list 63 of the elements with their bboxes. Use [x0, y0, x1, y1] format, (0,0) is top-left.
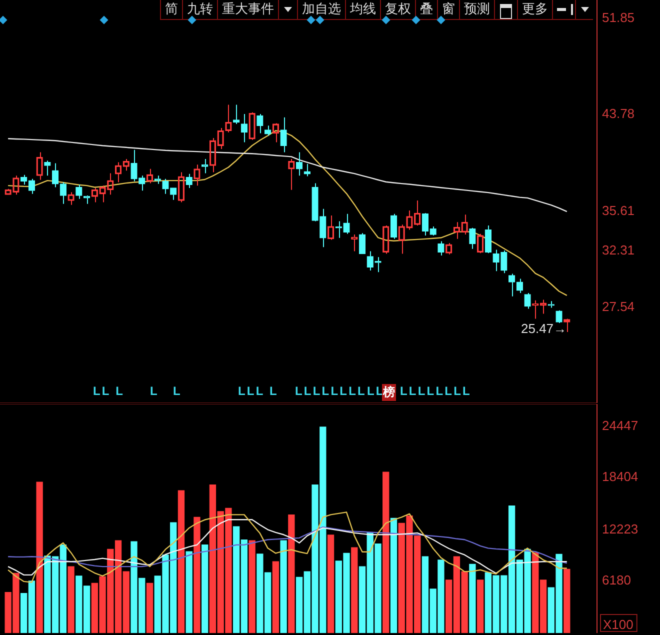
bar — [288, 514, 295, 633]
annotation: 预测 — [459, 0, 494, 19]
candlestick — [130, 149, 138, 182]
annotation: LLLLLLLL — [400, 384, 472, 398]
bar — [68, 566, 74, 633]
candlestick — [390, 213, 398, 240]
bar — [186, 551, 192, 633]
bar — [476, 580, 484, 633]
bar — [327, 534, 334, 633]
annotation: LLLLLLLL — [295, 384, 366, 398]
annotation: LL L — [93, 384, 125, 398]
annotation: 九转 — [182, 0, 217, 19]
candlestick — [320, 208, 326, 248]
candlestick — [170, 188, 177, 200]
candlestick — [264, 125, 272, 136]
bar — [36, 482, 43, 633]
y-tick-label: 35.61 — [602, 203, 635, 218]
candlestick — [500, 250, 508, 274]
candlestick — [524, 292, 531, 310]
bar — [351, 547, 358, 633]
annotation: 25.47→ — [521, 321, 567, 336]
annotation: 窗 — [437, 0, 459, 19]
annotation: LLL L — [238, 384, 278, 398]
candlestick — [484, 225, 492, 254]
annotation: 叠 — [415, 0, 437, 19]
bar — [194, 516, 200, 633]
annotation: L — [173, 384, 182, 398]
candlestick — [60, 182, 67, 204]
annotation: 复权 — [380, 0, 415, 19]
candlestick — [366, 250, 374, 271]
candlestick — [138, 175, 146, 192]
bar — [146, 582, 154, 633]
annotation: 均线 — [345, 0, 380, 19]
annotation: 榜 — [382, 384, 396, 401]
bar — [382, 472, 390, 633]
y-axis-title: X100 — [603, 617, 634, 632]
bar — [469, 564, 476, 633]
annotation: 加自选 — [297, 0, 345, 19]
y-tick-label: 27.54 — [602, 299, 635, 314]
bar — [248, 540, 256, 633]
y-tick-label: 12223 — [602, 521, 638, 536]
candlestick — [469, 227, 476, 250]
annotation: 简 — [160, 0, 182, 19]
candlestick — [358, 232, 366, 254]
y-tick-label: 24447 — [602, 418, 638, 433]
bar — [178, 490, 185, 633]
annotation: 重大事件 — [217, 0, 278, 19]
bar — [390, 518, 398, 633]
bar — [280, 540, 287, 633]
candlestick — [312, 182, 318, 221]
y-tick-label: 51.85 — [602, 10, 635, 26]
y-tick-label: 6180 — [602, 572, 631, 588]
y-tick-label: 32.31 — [602, 242, 635, 258]
annotation: 更多 — [517, 0, 552, 19]
y-tick-label: 18404 — [602, 469, 638, 484]
annotation: L — [150, 384, 159, 398]
bar — [272, 561, 280, 633]
candlestick — [280, 116, 287, 153]
candlestick — [52, 162, 59, 188]
bar — [564, 568, 570, 633]
candlestick — [44, 160, 51, 176]
bar — [202, 544, 208, 633]
y-tick-label: 43.78 — [602, 106, 635, 121]
